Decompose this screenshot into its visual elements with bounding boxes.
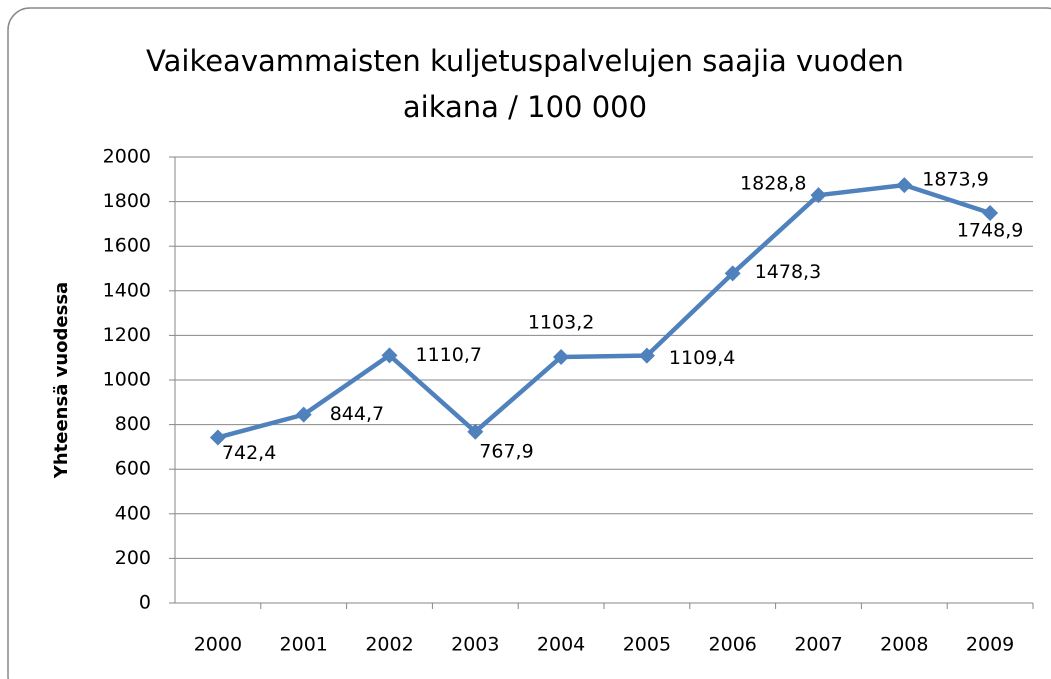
series-line (217, 182, 991, 440)
y-tick-label: 1800 (103, 190, 151, 212)
x-tick-label: 2009 (966, 634, 1014, 656)
data-label: 1109,4 (669, 347, 735, 369)
chart-frame (7, 7, 1051, 679)
marker (553, 348, 570, 365)
x-tick-label: 2008 (880, 634, 928, 656)
y-tick-label: 1400 (103, 279, 151, 301)
marker (638, 347, 655, 364)
y-tick-label: 800 (115, 413, 151, 435)
data-label: 1748,9 (957, 219, 1023, 241)
y-tick-label: 600 (115, 458, 151, 480)
marker (724, 265, 741, 282)
data-label: 1110,7 (416, 344, 482, 366)
y-axis-label: Yhteensä vuodessa (51, 282, 72, 479)
marker (295, 406, 312, 423)
data-label: 742,4 (222, 442, 276, 464)
data-label: 1828,8 (740, 173, 806, 195)
y-tick-label: 1600 (103, 235, 151, 257)
y-tick-label: 0 (139, 592, 151, 614)
x-tick-label: 2000 (194, 634, 242, 656)
x-tick-label: 2006 (709, 634, 757, 656)
data-label: 844,7 (330, 403, 384, 425)
y-tick-label: 400 (115, 502, 151, 524)
y-tick-label: 1000 (103, 369, 151, 391)
marker (467, 423, 484, 440)
chart-title: Vaikeavammaisten kuljetuspalvelujen saaj… (146, 44, 904, 124)
data-label: 1103,2 (528, 311, 594, 333)
x-tick-label: 2003 (451, 634, 499, 656)
x-tick-label: 2002 (365, 634, 413, 656)
x-tick-label: 2004 (537, 634, 585, 656)
data-label: 1873,9 (922, 169, 988, 191)
data-label: 767,9 (479, 440, 533, 462)
y-tick-label: 200 (115, 547, 151, 569)
y-tick-label: 1200 (103, 324, 151, 346)
x-tick-label: 2005 (623, 634, 671, 656)
data-label: 1478,3 (755, 261, 821, 283)
marker (381, 347, 398, 364)
x-tick-label: 2001 (280, 634, 328, 656)
marker (209, 429, 226, 446)
marker (982, 204, 999, 221)
marker (896, 177, 913, 194)
x-tick-label: 2007 (794, 634, 842, 656)
y-tick-label: 2000 (103, 146, 151, 168)
marker (810, 187, 827, 204)
